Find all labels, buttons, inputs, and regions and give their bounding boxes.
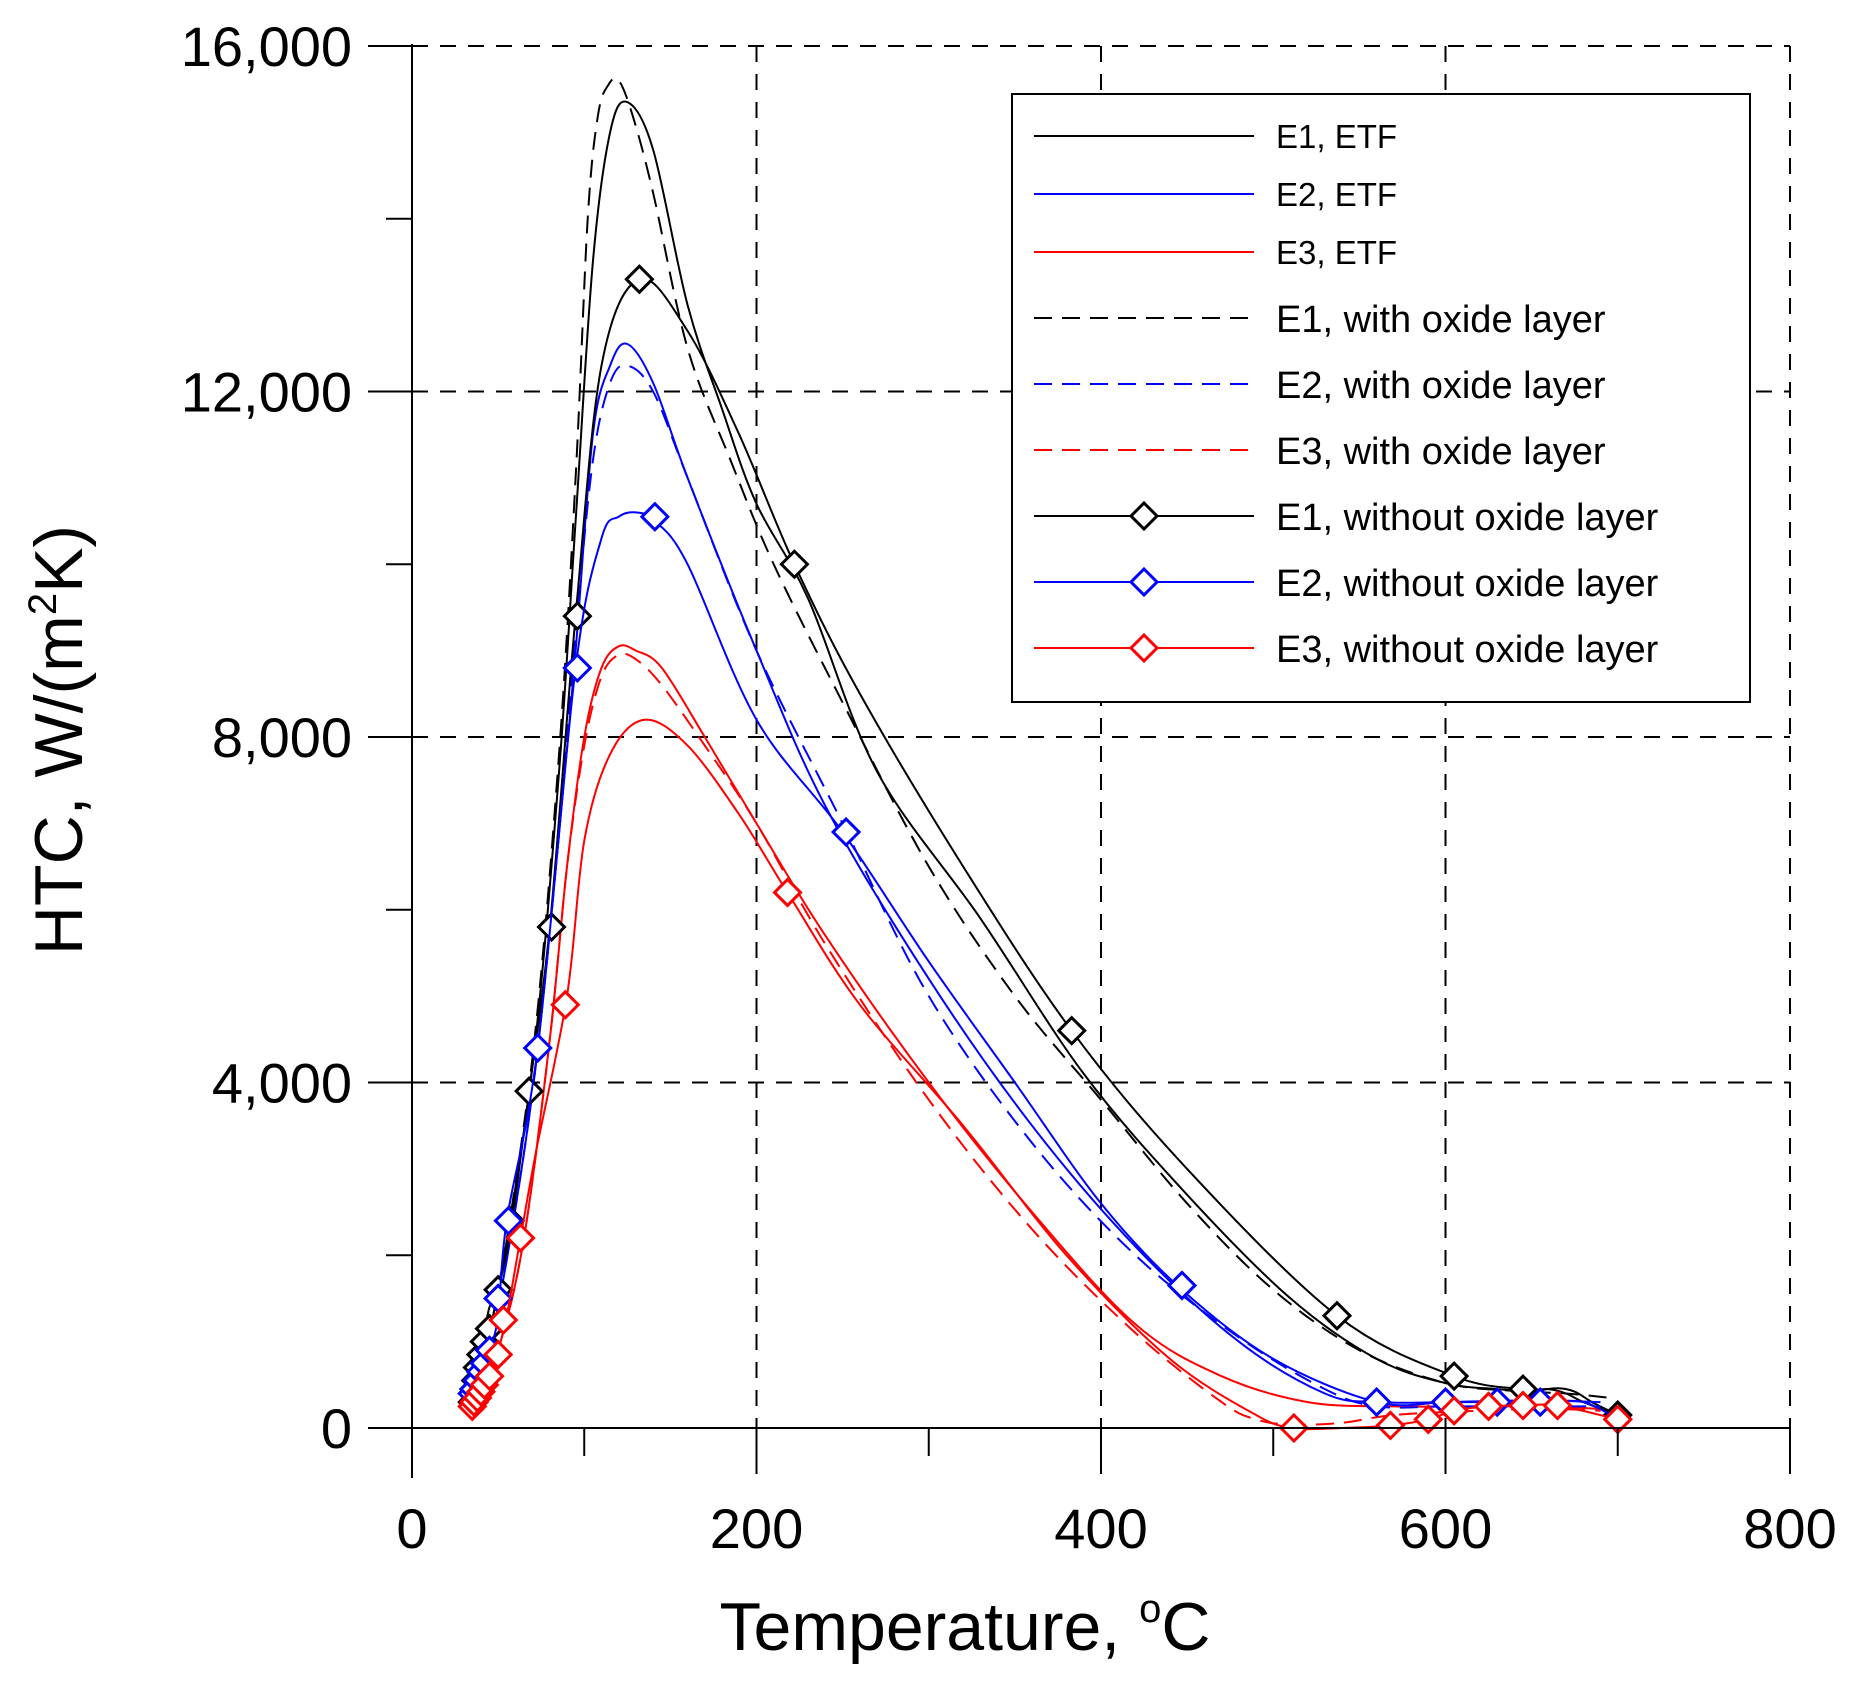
data-point-marker <box>772 877 803 908</box>
data-point-marker <box>1473 1391 1504 1422</box>
series-layer <box>457 77 1633 1444</box>
y-tick-label: 16,000 <box>181 15 352 78</box>
data-point-marker <box>550 989 581 1020</box>
x-tick-label: 0 <box>396 1497 427 1560</box>
data-point-marker <box>522 1032 553 1064</box>
legend-item: E2, ETF <box>1034 176 1397 213</box>
x-axis-title-sup: o <box>1139 1587 1161 1631</box>
legend-label: E1, ETF <box>1276 118 1397 155</box>
legend-label: E2, with oxide layer <box>1276 365 1606 407</box>
data-point-marker <box>483 1339 514 1370</box>
data-point-marker <box>1542 1390 1573 1421</box>
y-axis-title-main: HTC, W/(m <box>21 615 97 955</box>
data-point-marker <box>1375 1410 1406 1441</box>
y-axis-title: HTC, W/(m2K) <box>21 525 97 955</box>
y-axis-title-suffix: K) <box>21 525 97 593</box>
legend-item: E1, ETF <box>1034 118 1397 155</box>
data-point-marker <box>562 652 593 684</box>
legend-label: E2, ETF <box>1276 176 1397 213</box>
x-axis-title-unit: C <box>1161 1589 1210 1665</box>
legend-item: E3, ETF <box>1034 234 1397 271</box>
legend: E1, ETF E2, ETF E3, ETF E1, with oxide laye… <box>1011 93 1751 703</box>
series-line <box>471 277 1619 1416</box>
data-point-marker <box>1507 1390 1539 1421</box>
legend-label: E3, without oxide layer <box>1276 629 1659 671</box>
legend-marker <box>1128 632 1160 664</box>
y-tick-label: 8,000 <box>212 706 352 769</box>
series-line <box>471 364 1601 1409</box>
data-point-marker <box>1056 1015 1087 1046</box>
y-tick-label: 0 <box>321 1397 352 1460</box>
data-point-marker <box>1413 1404 1444 1435</box>
data-point-marker <box>639 501 670 532</box>
data-point-marker <box>1166 1270 1198 1301</box>
data-point-marker <box>1321 1300 1353 1331</box>
data-point-marker <box>493 1205 524 1236</box>
x-axis-title-main: Temperature, <box>720 1589 1140 1665</box>
legend-item: E1, without oxide layer <box>1034 497 1659 539</box>
data-point-marker <box>1438 1361 1470 1392</box>
x-tick-label: 400 <box>1054 1497 1147 1560</box>
legend-marker <box>1128 500 1160 532</box>
legend-label: E1, without oxide layer <box>1276 497 1659 539</box>
x-tick-label: 800 <box>1743 1497 1836 1560</box>
data-point-marker <box>474 1361 505 1392</box>
series-6 <box>471 652 1601 1426</box>
legend-label: E3, with oxide layer <box>1276 431 1606 473</box>
legend-item: E2, with oxide layer <box>1034 365 1606 407</box>
data-point-marker <box>624 264 655 295</box>
data-point-marker <box>505 1222 536 1254</box>
legend-item: E2, without oxide layer <box>1034 563 1659 605</box>
data-point-marker <box>488 1304 519 1336</box>
legend-label: E2, without oxide layer <box>1276 563 1659 605</box>
x-tick-label: 200 <box>710 1497 803 1560</box>
data-point-marker <box>536 911 567 943</box>
legend-item: E3, without oxide layer <box>1034 629 1659 671</box>
series-9 <box>457 718 1633 1444</box>
y-tick-label: 12,000 <box>181 361 352 424</box>
y-tick-label: 4,000 <box>212 1052 352 1115</box>
y-axis-title-sup: 2 <box>21 593 65 615</box>
legend-label: E3, ETF <box>1276 234 1397 271</box>
x-axis-title: Temperature, oC <box>720 1587 1211 1665</box>
legend-item: E3, with oxide layer <box>1034 431 1606 473</box>
data-point-marker <box>779 549 810 580</box>
series-5 <box>471 364 1601 1409</box>
legend-item: E1, with oxide layer <box>1034 299 1606 341</box>
legend-box <box>1011 93 1751 703</box>
data-point-marker <box>1438 1395 1470 1426</box>
axes: 0 4,000 8,000 12,000 16,000 0 200 400 600 800 <box>181 15 1837 1560</box>
legend-label: E1, with oxide layer <box>1276 299 1606 341</box>
legend-marker <box>1128 566 1160 598</box>
data-point-marker <box>830 816 862 848</box>
x-tick-label: 600 <box>1399 1497 1492 1560</box>
data-point-marker <box>1361 1386 1392 1418</box>
series-line <box>471 652 1601 1426</box>
